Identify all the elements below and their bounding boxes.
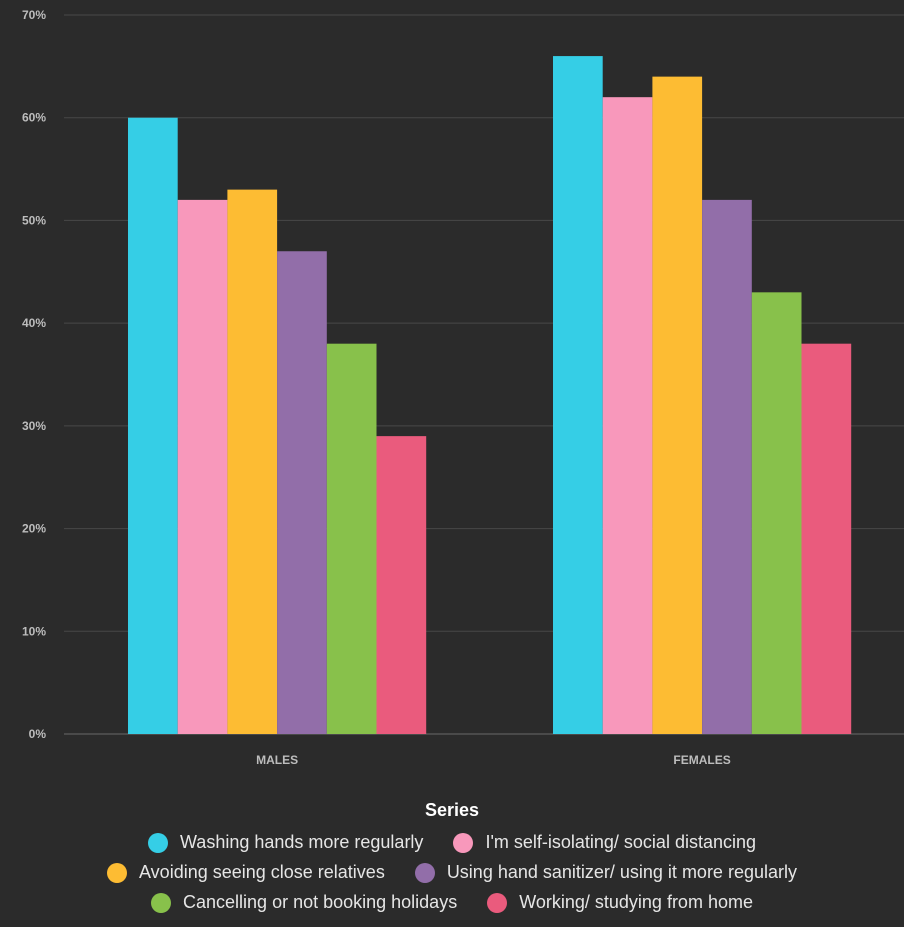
bar (326, 343, 377, 734)
bar (553, 56, 603, 735)
legend-item-cancelling-holidays[interactable]: Cancelling or not booking holidays (151, 892, 457, 913)
legend-swatch (453, 832, 474, 853)
legend-item-hand-sanitizer[interactable]: Using hand sanitizer/ using it more regu… (414, 862, 797, 883)
bar (652, 76, 703, 735)
legend-title: Series (424, 800, 480, 820)
bar (801, 343, 852, 734)
bar (702, 199, 752, 734)
legend-label: Avoiding seeing close relatives (139, 862, 385, 882)
legend-swatch (487, 892, 508, 913)
legend-swatch (414, 862, 435, 883)
legend-label: Cancelling or not booking holidays (183, 892, 458, 912)
legend-swatch (107, 862, 127, 883)
y-tick-label: 10% (22, 624, 46, 638)
bar (177, 199, 228, 734)
bar (602, 97, 653, 734)
legend-item-working-from-home[interactable]: Working/ studying from home (487, 892, 753, 913)
y-tick-label: 30% (22, 419, 46, 433)
legend-label: I'm self-isolating/ social distancing (485, 832, 756, 852)
y-tick-label: 70% (22, 8, 46, 22)
legend-swatch (147, 832, 168, 853)
y-tick-label: 60% (22, 111, 46, 125)
y-tick-label: 50% (22, 213, 46, 227)
bar (227, 189, 278, 735)
chart-plot: 0% 10% 20% 30% 40% 50% 60% 70% MALES FEMALES (22, 8, 904, 767)
y-tick-label: 0% (29, 727, 47, 741)
legend: Washing hands more regularly I'm self-is… (0, 832, 904, 913)
legend-row: Avoiding seeing close relatives Using ha… (107, 862, 797, 883)
bar (376, 436, 427, 734)
legend-swatch (151, 892, 172, 913)
legend-label: Washing hands more regularly (179, 832, 424, 852)
bar (751, 292, 802, 734)
legend-item-avoiding-relatives[interactable]: Avoiding seeing close relatives (107, 862, 385, 883)
legend-item-self-isolating[interactable]: I'm self-isolating/ social distancing (453, 832, 756, 853)
legend-label: Working/ studying from home (519, 892, 753, 912)
legend-row: Cancelling or not booking holidays Worki… (151, 892, 753, 913)
legend-label: Using hand sanitizer/ using it more regu… (446, 862, 797, 882)
y-tick-label: 40% (22, 316, 46, 330)
legend-item-washing-hands[interactable]: Washing hands more regularly (147, 832, 424, 853)
bar (128, 117, 178, 734)
bar (277, 251, 327, 734)
x-tick-label: MALES (256, 753, 298, 767)
y-tick-label: 20% (22, 522, 46, 536)
x-tick-label: FEMALES (673, 753, 730, 767)
legend-row: Washing hands more regularly I'm self-is… (147, 832, 756, 853)
